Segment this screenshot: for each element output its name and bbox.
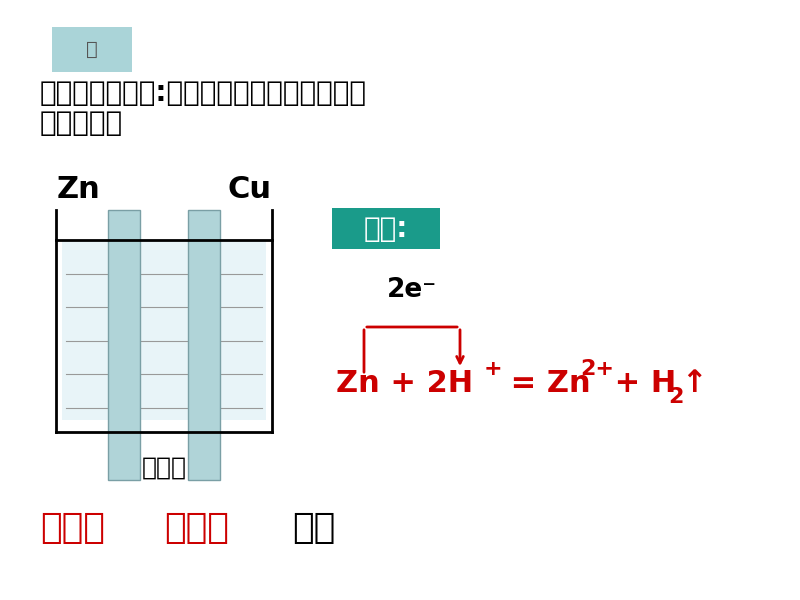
Text: Cu: Cu (228, 175, 272, 204)
Text: 2e⁻: 2e⁻ (387, 277, 437, 303)
Text: = Zn: = Zn (500, 370, 590, 398)
Text: 【学生实验一】:将锌片、铜片插入稀硫酸，: 【学生实验一】:将锌片、铜片插入稀硫酸， (40, 79, 367, 107)
Bar (108, 210, 140, 480)
Text: Zn: Zn (56, 175, 100, 204)
Text: 有气泡: 有气泡 (164, 511, 229, 545)
Text: 有何现象？: 有何现象？ (40, 109, 123, 137)
Text: ↑: ↑ (682, 370, 707, 398)
Text: Zn + 2H: Zn + 2H (336, 370, 473, 398)
Text: +: + (484, 359, 502, 379)
Text: 稀硫酸: 稀硫酸 (142, 456, 186, 480)
Text: 🎥: 🎥 (86, 40, 98, 59)
Text: + H: + H (604, 370, 676, 398)
Text: 2+: 2+ (580, 359, 614, 379)
Text: 产生: 产生 (292, 511, 335, 545)
Bar (52, 27, 132, 72)
Bar (62, 240, 266, 420)
Text: 原理:: 原理: (364, 215, 408, 242)
Text: 2: 2 (668, 387, 683, 407)
Bar (188, 210, 220, 480)
Bar (332, 208, 440, 249)
Text: 锌片上: 锌片上 (40, 511, 105, 545)
